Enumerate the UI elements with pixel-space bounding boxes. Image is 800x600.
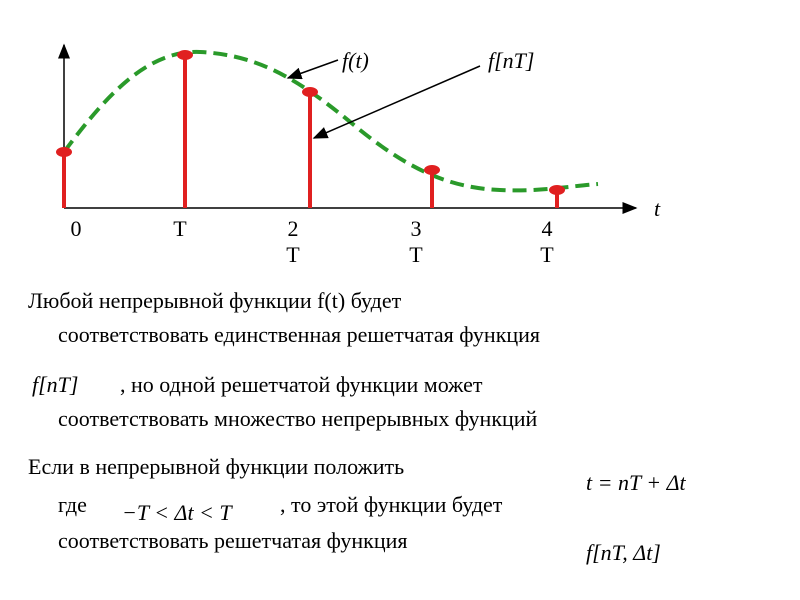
text-line: соответствовать единственная решетчатая …	[58, 322, 541, 347]
tick-label: 2	[288, 216, 299, 241]
formula: −T < Δt < T	[122, 500, 232, 525]
samples	[62, 55, 559, 208]
formula: f[nT, Δt]	[586, 540, 661, 565]
tick-label: T	[286, 242, 300, 267]
tick-label: 4	[542, 216, 553, 241]
sample-dots	[56, 50, 565, 195]
arrow	[286, 59, 339, 80]
tick-label: 0	[71, 216, 82, 241]
dot	[177, 50, 193, 60]
tick-label: 3	[411, 216, 422, 241]
text-line: Любой непрерывной функции f(t) будет	[28, 288, 402, 313]
tick-label: T	[540, 242, 554, 267]
dot	[549, 185, 565, 195]
tick-label: T	[173, 216, 187, 241]
curve	[62, 49, 599, 193]
text-line: Если в непрерывной функции положить	[28, 454, 405, 479]
tick-label: T	[409, 242, 423, 267]
dot	[424, 165, 440, 175]
text-line: , то этой функции будет	[280, 492, 503, 517]
formula: t = nT + Δt	[586, 470, 686, 495]
text-line: где	[58, 492, 87, 517]
text-line: соответствовать решетчатая функция	[58, 528, 408, 553]
arrow	[312, 65, 481, 139]
text-line: соответствовать множество непрерывных фу…	[58, 406, 538, 431]
curve-label: f(t)	[342, 48, 369, 73]
sample-label: f[nT]	[488, 48, 534, 73]
text-line: , но одной решетчатой функции может	[120, 372, 483, 397]
axis-label: t	[654, 196, 661, 221]
dot	[302, 87, 318, 97]
formula: f[nT]	[32, 372, 79, 397]
dot	[56, 147, 72, 157]
